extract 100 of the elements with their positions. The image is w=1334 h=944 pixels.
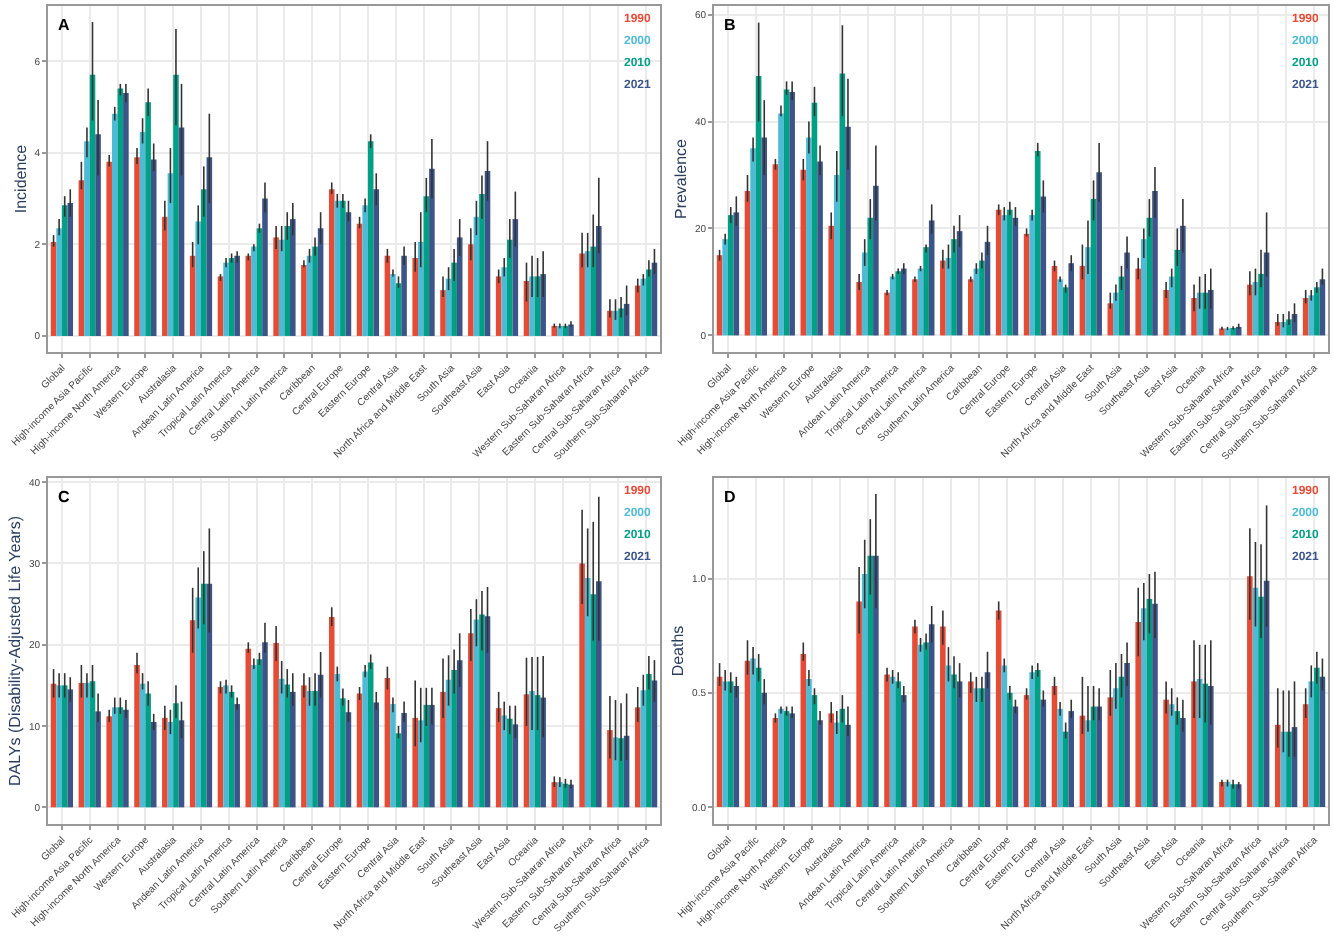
bar xyxy=(750,658,756,808)
bar xyxy=(312,246,318,336)
bar xyxy=(145,102,151,336)
bar xyxy=(1113,292,1119,336)
bar xyxy=(123,709,129,808)
bar xyxy=(507,718,513,808)
bar xyxy=(145,693,151,808)
bar xyxy=(1057,708,1063,808)
bar xyxy=(1180,717,1186,808)
bar xyxy=(1068,711,1075,808)
bar xyxy=(262,198,268,336)
bar xyxy=(401,255,407,336)
bar xyxy=(861,573,868,808)
bar xyxy=(56,685,62,808)
bar xyxy=(1168,704,1175,808)
bar xyxy=(67,203,74,336)
bar xyxy=(479,193,485,336)
bar xyxy=(173,703,179,808)
bar xyxy=(501,715,507,808)
bar xyxy=(806,137,812,336)
bar xyxy=(1034,669,1041,808)
text: A xyxy=(58,16,70,34)
bar xyxy=(95,134,101,336)
bar xyxy=(834,174,840,336)
bar xyxy=(1314,287,1320,336)
bar xyxy=(84,682,90,808)
bar xyxy=(290,691,296,808)
bar xyxy=(429,168,435,336)
bar xyxy=(806,679,812,808)
bar xyxy=(195,597,201,808)
bar xyxy=(251,246,257,336)
bar xyxy=(912,279,918,336)
bar xyxy=(1135,621,1141,808)
bar xyxy=(401,713,407,808)
bar xyxy=(111,707,118,808)
bar xyxy=(1029,215,1035,336)
bar xyxy=(1001,665,1008,808)
bar xyxy=(301,264,307,336)
bar xyxy=(429,704,435,808)
bar xyxy=(1274,724,1281,808)
text: D xyxy=(724,488,736,506)
bar xyxy=(722,239,728,336)
bar xyxy=(468,633,474,808)
bar xyxy=(290,219,296,336)
bar xyxy=(1135,268,1141,336)
bar xyxy=(1001,215,1008,336)
bar xyxy=(1230,327,1236,336)
bar xyxy=(834,722,840,808)
bar xyxy=(234,255,240,336)
bar xyxy=(845,126,851,336)
bar xyxy=(884,292,890,336)
bar xyxy=(901,695,907,808)
bar xyxy=(873,555,879,808)
bar xyxy=(417,242,424,336)
bar xyxy=(1247,576,1253,808)
bar xyxy=(940,626,946,808)
bar xyxy=(923,247,929,336)
bar xyxy=(557,782,563,808)
bar xyxy=(373,189,380,336)
bar xyxy=(95,711,101,808)
bar xyxy=(1191,681,1197,808)
bar xyxy=(507,239,513,336)
bar xyxy=(1168,276,1175,336)
bar xyxy=(1085,720,1091,808)
bar xyxy=(1152,603,1158,808)
bar xyxy=(84,141,90,336)
bar xyxy=(134,157,140,336)
bar xyxy=(1007,692,1013,808)
bar xyxy=(1274,322,1281,336)
bar xyxy=(284,225,291,336)
bar xyxy=(162,717,168,808)
bar xyxy=(828,225,834,336)
bar xyxy=(1219,328,1225,336)
bar xyxy=(967,681,974,808)
bar xyxy=(1096,706,1102,808)
bar xyxy=(979,260,985,336)
bar xyxy=(951,239,957,336)
y-axis-title: Incidence xyxy=(11,143,30,214)
bar xyxy=(1068,263,1075,336)
y-axis-title: Prevalence xyxy=(672,137,691,220)
bar xyxy=(373,702,380,808)
bar xyxy=(1034,150,1041,336)
bar xyxy=(1124,663,1130,808)
bar xyxy=(162,216,168,336)
bar xyxy=(568,324,574,336)
bar xyxy=(1152,191,1158,336)
bar xyxy=(646,269,652,336)
y-axis-title: Deaths xyxy=(669,625,688,677)
bar xyxy=(273,643,279,808)
bar xyxy=(150,721,157,808)
bar xyxy=(440,290,446,336)
bar xyxy=(301,685,307,808)
bar xyxy=(173,74,179,336)
bar xyxy=(817,161,823,336)
bar xyxy=(1219,781,1225,808)
bar xyxy=(150,159,157,336)
bar xyxy=(750,148,756,336)
bar xyxy=(195,221,201,336)
bar xyxy=(817,720,823,808)
bar xyxy=(1029,672,1035,808)
